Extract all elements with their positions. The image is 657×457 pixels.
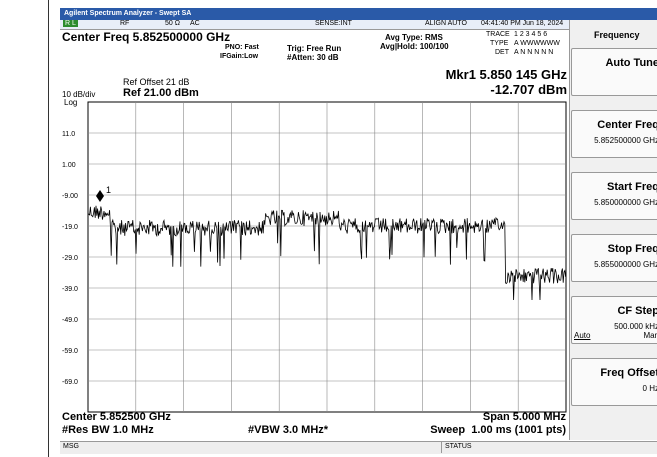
ifgain: IFGain:Low — [220, 53, 259, 60]
softkey[interactable]: CF Step 500.000 kHz Auto Man — [571, 296, 657, 344]
y-tick-label: 11.0 — [62, 131, 75, 138]
softkey-title: CF Step — [617, 305, 657, 317]
trace-label: TRACE — [486, 31, 510, 38]
title-text: Agilent Spectrum Analyzer - Swept SA — [64, 10, 192, 17]
type-value: A WWWWWW — [514, 40, 560, 47]
ref-offset: Ref Offset 21 dB — [123, 77, 190, 87]
softkey-title: Auto Tune — [605, 57, 657, 69]
softkey-title: Freq Offset — [600, 367, 657, 379]
avg-type: Avg Type: RMS — [385, 33, 443, 42]
softkey-value: 0 Hz — [642, 384, 657, 393]
impedance-label: 50 Ω — [165, 20, 180, 27]
softkey-title: Start Freq — [607, 181, 657, 193]
status-label: STATUS — [445, 443, 472, 450]
y-tick-label: -49.0 — [62, 317, 78, 324]
marker-diamond — [96, 190, 104, 202]
footer-center: Center 5.852500 GHz — [62, 411, 171, 423]
pno: PNO: Fast — [225, 44, 259, 51]
rl-label: R L — [63, 20, 78, 27]
softkey[interactable]: Stop Freq 5.855000000 GHz — [571, 234, 657, 282]
trace — [87, 205, 566, 301]
footer-span: Span 5.000 MHz — [482, 411, 566, 423]
trig: Trig: Free Run — [287, 44, 342, 53]
center-freq-header: Center Freq 5.852500000 GHz — [62, 30, 231, 44]
softkey-value: 5.855000000 GHz — [594, 260, 657, 269]
softkey[interactable]: Center Freq 5.852500000 GHz — [571, 110, 657, 158]
softkey-option: Auto — [574, 331, 591, 340]
softkey[interactable]: Auto Tune — [571, 48, 657, 96]
y-tick-label: -39.0 — [62, 286, 78, 293]
per-div: 10 dB/div — [62, 90, 96, 99]
softkey-value: 5.850000000 GHz — [594, 198, 657, 207]
softkey[interactable]: Start Freq 5.850000000 GHz — [571, 172, 657, 220]
align-label: ALIGN AUTO — [425, 20, 467, 27]
y-tick-label: -59.0 — [62, 348, 78, 355]
sense-label: SENSE:INT — [315, 20, 352, 27]
marker-amp: -12.707 dBm — [490, 82, 567, 97]
rf-label: RF — [120, 20, 130, 27]
trace-value: 1 2 3 4 5 6 — [514, 31, 548, 38]
y-tick-label: -19.0 — [62, 224, 78, 231]
avg-hold: Avg|Hold: 100/100 — [380, 42, 449, 51]
softkey-menu-title: Frequency — [594, 30, 640, 40]
marker-label: 1 — [106, 185, 111, 195]
softkey-title: Stop Freq — [607, 243, 657, 255]
softkey[interactable]: Freq Offset 0 Hz — [571, 358, 657, 406]
type-label: TYPE — [490, 40, 509, 47]
y-tick-label: -69.0 — [62, 379, 78, 386]
footer-res-bw: #Res BW 1.0 MHz — [62, 424, 154, 436]
det-value: A N N N N N — [514, 49, 554, 56]
left-border — [48, 0, 49, 457]
det-label: DET — [495, 49, 509, 56]
softkey-value: 5.852500000 GHz — [594, 136, 657, 145]
atten: #Atten: 30 dB — [287, 53, 339, 62]
msg-label: MSG — [63, 443, 79, 450]
softkey-value: 500.000 kHz — [614, 322, 657, 331]
softkey-title: Center Freq — [597, 119, 657, 131]
coupling-label: AC — [190, 20, 200, 27]
y-tick-label: 1.00 — [62, 162, 76, 169]
footer-vbw: #VBW 3.0 MHz* — [248, 424, 329, 436]
title-bar — [60, 8, 657, 20]
ref-level: Ref 21.00 dBm — [123, 87, 199, 99]
y-tick-label: -9.00 — [62, 193, 78, 200]
status-row — [60, 20, 657, 30]
log: Log — [64, 98, 78, 107]
footer-sweep: Sweep 1.00 ms (1001 pts) — [430, 424, 566, 436]
marker-freq: Mkr1 5.850 145 GHz — [445, 67, 567, 82]
y-tick-label: -29.0 — [62, 255, 78, 262]
divider — [441, 441, 442, 453]
message-bar — [60, 441, 657, 454]
softkey-option: Man — [643, 331, 657, 340]
datetime: 04:41:40 PM Jun 18, 2024 — [481, 20, 564, 27]
